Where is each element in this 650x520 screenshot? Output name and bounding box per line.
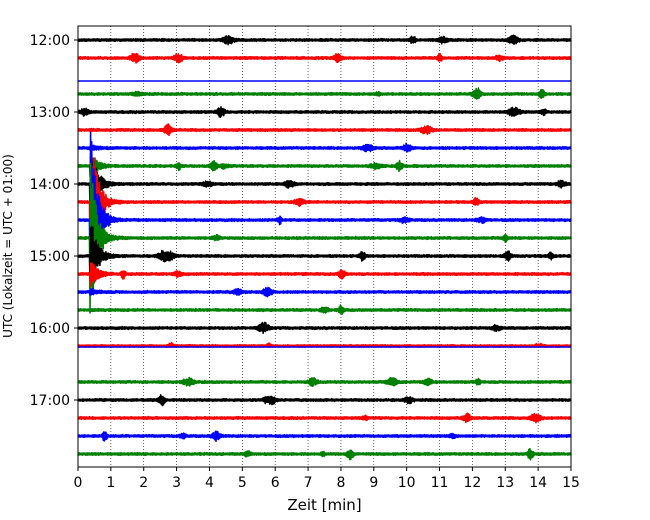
seismogram-trace bbox=[77, 225, 572, 283]
x-tick-label: 8 bbox=[336, 475, 345, 491]
plot-frame bbox=[77, 25, 572, 468]
x-axis-ticks: 0 1 2 3 4 5 6 7 8 9 10 11 12 13 14 15 bbox=[74, 467, 580, 491]
x-tick-label: 1 bbox=[106, 475, 115, 491]
x-tick-label: 9 bbox=[369, 475, 378, 491]
seismogram-trace bbox=[77, 262, 572, 288]
seismogram-trace bbox=[77, 106, 572, 119]
seismogram-trace bbox=[77, 304, 572, 316]
seismogram-trace bbox=[77, 286, 572, 298]
seismogram-trace bbox=[77, 447, 572, 461]
x-tick-label: 6 bbox=[271, 475, 280, 491]
seismogram-trace bbox=[77, 376, 572, 388]
seismogram-trace bbox=[77, 144, 572, 279]
seismogram-trace bbox=[77, 412, 572, 424]
y-tick-label: 17:00 bbox=[30, 393, 70, 409]
x-axis-label: Zeit [min] bbox=[287, 496, 361, 514]
seismogram-trace bbox=[77, 430, 572, 443]
seismogram-trace bbox=[77, 87, 572, 100]
x-tick-label: 15 bbox=[562, 475, 580, 491]
seismogram-trace bbox=[77, 162, 572, 314]
x-tick-label: 14 bbox=[529, 475, 547, 491]
y-tick-label: 16:00 bbox=[30, 321, 70, 337]
seismogram-traces bbox=[77, 34, 572, 461]
x-tick-label: 3 bbox=[172, 475, 181, 491]
x-tick-label: 13 bbox=[496, 475, 514, 491]
seismogram-trace bbox=[77, 131, 572, 287]
x-tick-label: 4 bbox=[205, 475, 214, 491]
x-tick-label: 12 bbox=[463, 475, 481, 491]
y-tick-label: 15:00 bbox=[30, 249, 70, 265]
x-tick-label: 2 bbox=[139, 475, 148, 491]
seismogram-trace bbox=[77, 52, 572, 64]
seismogram-trace bbox=[77, 142, 572, 153]
x-tick-label: 7 bbox=[304, 475, 313, 491]
x-tick-label: 5 bbox=[238, 475, 247, 491]
y-axis-ticks: 12:00 13:00 14:00 15:00 16:00 17:00 bbox=[30, 33, 78, 409]
seismogram-trace bbox=[77, 394, 572, 407]
seismogram-trace bbox=[77, 34, 572, 46]
x-tick-label: 11 bbox=[431, 475, 449, 491]
x-tick-label: 0 bbox=[74, 475, 83, 491]
seismogram-trace bbox=[77, 152, 572, 178]
y-tick-label: 13:00 bbox=[30, 105, 70, 121]
y-tick-label: 12:00 bbox=[30, 33, 70, 49]
seismogram-trace bbox=[77, 321, 572, 335]
x-tick-label: 10 bbox=[398, 475, 416, 491]
y-axis-label: UTC (Lokalzeit = UTC + 01:00) bbox=[1, 154, 15, 338]
seismogram-trace bbox=[77, 123, 572, 137]
y-tick-label: 14:00 bbox=[30, 177, 70, 193]
seismogram-trace bbox=[77, 152, 572, 216]
